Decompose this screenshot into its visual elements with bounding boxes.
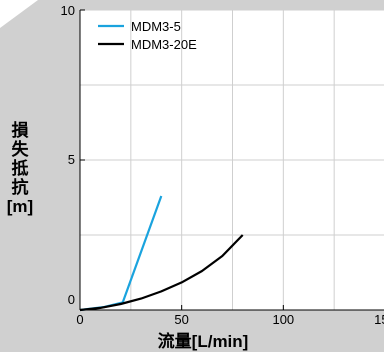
y-axis-title-char: 失 <box>12 139 30 159</box>
x-tick-label: 100 <box>272 312 294 327</box>
legend: MDM3-5 MDM3-20E <box>98 19 197 52</box>
series-line-2 <box>79 234 244 312</box>
y-axis-title-char: 抗 <box>12 177 29 197</box>
y-tick-label: 0 <box>68 292 75 307</box>
legend-label: MDM3-20E <box>131 37 197 52</box>
x-tick-label: 50 <box>174 312 188 327</box>
grid-layer <box>80 9 384 310</box>
y-axis-title-char: [m] <box>7 197 33 216</box>
x-tick-label: 0 <box>76 312 83 327</box>
y-axis-title-char: 抵 <box>12 158 29 178</box>
legend-label: MDM3-5 <box>131 19 181 34</box>
series-layer <box>79 195 244 312</box>
y-axis-title-char: 損 <box>12 120 30 140</box>
y-tick-label: 10 <box>61 3 75 18</box>
y-tick-label: 5 <box>68 152 75 167</box>
x-tick-label: 150 <box>374 312 384 327</box>
x-axis-title: 流量[L/min] <box>158 331 249 351</box>
axis-layer: 0 50 100 150 0 5 10 <box>61 3 384 327</box>
